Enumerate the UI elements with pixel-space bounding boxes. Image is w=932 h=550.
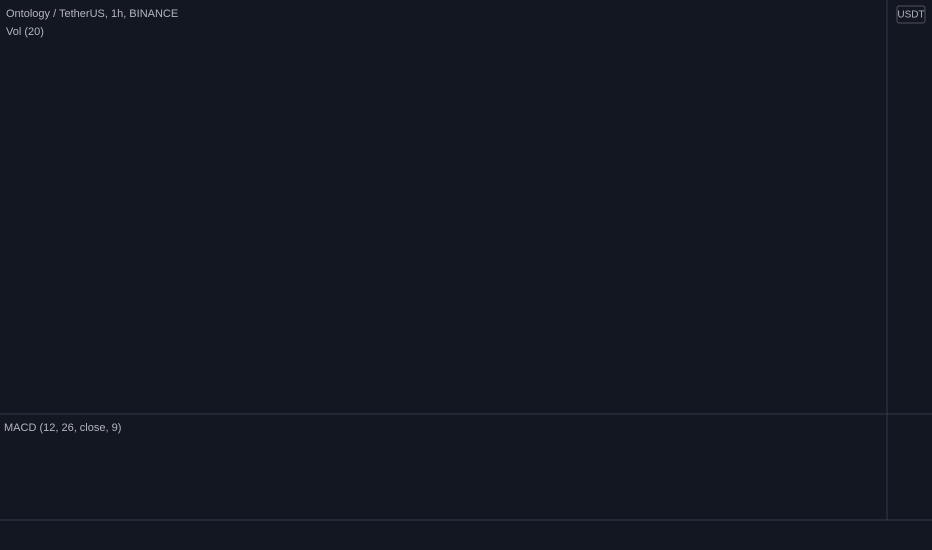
macd-title: MACD (12, 26, close, 9) xyxy=(4,422,121,434)
indicator-label: Vol (20) xyxy=(6,26,44,38)
currency-box[interactable] xyxy=(896,5,926,24)
chart-title: Ontology / TetherUS, 1h, BINANCE xyxy=(6,8,178,20)
currency[interactable]: USDT xyxy=(897,10,924,21)
